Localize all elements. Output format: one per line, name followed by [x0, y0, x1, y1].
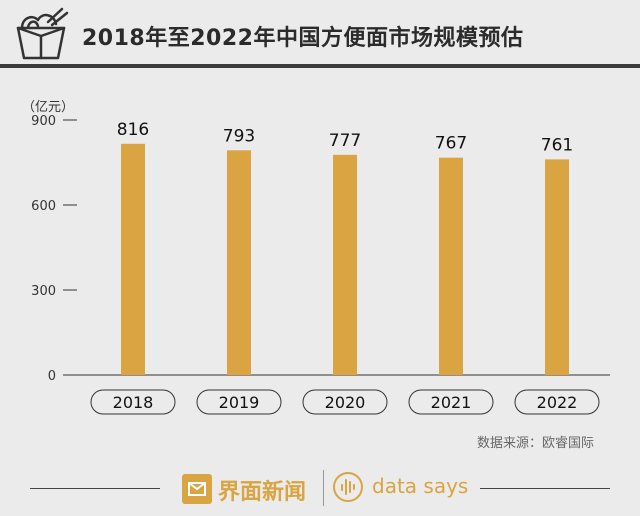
y-tick-label: 300 [31, 284, 56, 299]
x-category-pill [408, 389, 494, 415]
x-category-pill [90, 389, 176, 415]
bar [545, 159, 569, 375]
x-tick-label: 2022 [537, 393, 578, 412]
bar [227, 150, 251, 375]
data-label: 767 [435, 134, 467, 154]
x-tick-label: 2019 [219, 393, 260, 412]
header-divider [0, 64, 640, 68]
bar [333, 154, 357, 375]
header: 2018年至2022年中国方便面市场规模预估 [0, 0, 640, 64]
x-tick-label: 2021 [431, 393, 472, 412]
page-title: 2018年至2022年中国方便面市场规模预估 [82, 26, 524, 51]
brand-name-cn: 界面新闻 [218, 480, 307, 505]
footer-divider-right [480, 488, 610, 489]
y-axis-unit-label: （亿元） [22, 100, 75, 115]
noodle-box-icon [16, 7, 69, 60]
x-category-pill [514, 389, 600, 415]
footer-divider-left [30, 488, 160, 489]
x-tick-label: 2018 [113, 393, 154, 412]
x-category-pill [302, 389, 388, 415]
waveform-icon [333, 472, 363, 502]
data-label: 816 [117, 120, 149, 140]
y-tick-label: 600 [31, 199, 56, 214]
x-category-pill [196, 389, 282, 415]
data-label: 761 [541, 135, 573, 155]
y-tick-label: 0 [48, 369, 56, 384]
jiemian-logo-icon [182, 474, 212, 504]
brand-separator [323, 470, 324, 506]
y-tick-label: 900 [31, 114, 56, 129]
brand-name-en: data says [372, 474, 469, 498]
x-tick-label: 2020 [325, 393, 366, 412]
bar [439, 157, 463, 375]
data-label: 777 [329, 131, 361, 151]
bar-chart: 0 300 600 900 816 2018 793 2019 777 2020 767 2021 76… [31, 114, 610, 415]
bar [121, 143, 145, 375]
data-label: 793 [223, 126, 255, 146]
data-source: 数据来源：欧睿国际 [476, 436, 594, 451]
